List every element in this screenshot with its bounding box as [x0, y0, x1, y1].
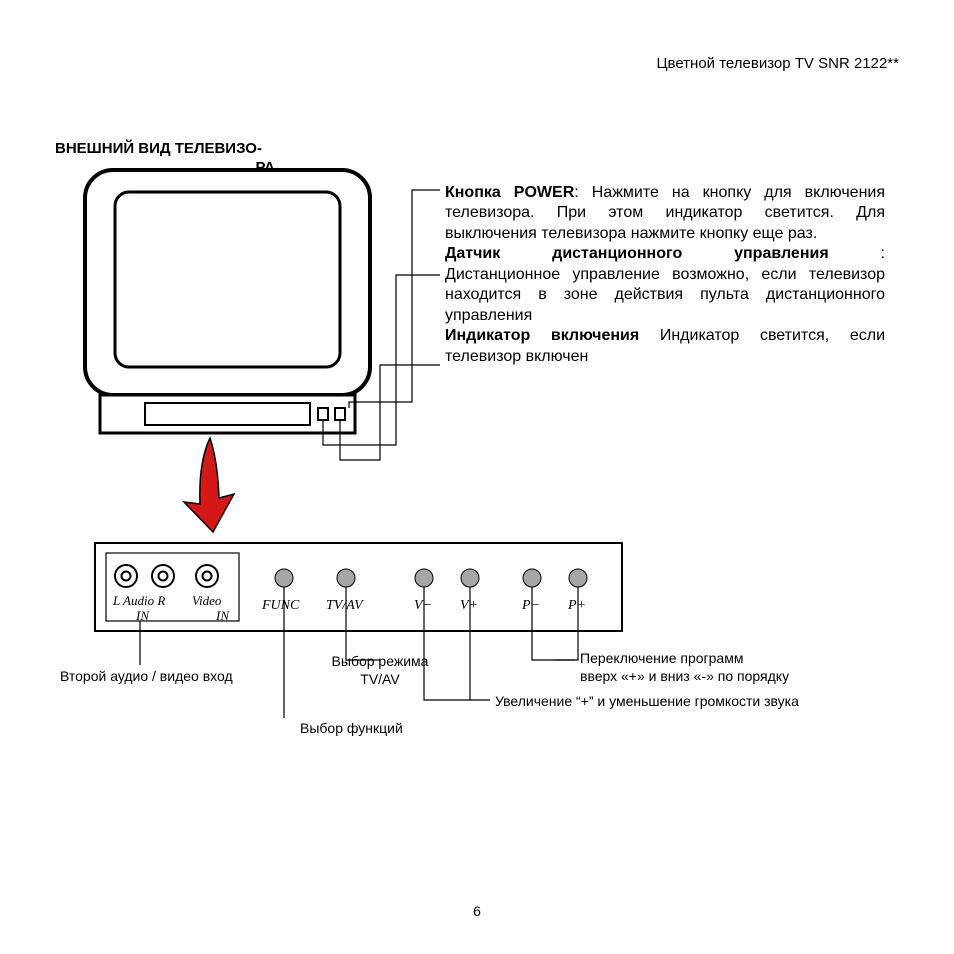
btn-pminus	[523, 569, 541, 587]
btn-func	[275, 569, 293, 587]
callout-program: Переключение программ вверх «+» и вниз «…	[580, 650, 890, 685]
panel-box	[95, 543, 622, 631]
label-audio-lr: L Audio R	[113, 593, 165, 609]
btn-vminus	[415, 569, 433, 587]
label-vminus: V−	[414, 598, 432, 614]
btn-pplus	[569, 569, 587, 587]
callout-tvav: Выбор режима TV/AV	[310, 653, 450, 688]
callout-av-in: Второй аудио / видео вход	[60, 668, 233, 686]
callout-tvav-l2: TV/AV	[360, 671, 399, 687]
label-video: Video	[192, 593, 221, 609]
callout-program-l2: вверх «+» и вниз «-» по порядку	[580, 668, 789, 684]
btn-vplus	[461, 569, 479, 587]
btn-tvav	[337, 569, 355, 587]
callout-func: Выбор функций	[300, 720, 420, 738]
tv-screen	[115, 192, 340, 367]
jack-video	[196, 565, 218, 587]
callout-tvav-l1: Выбор режима	[332, 653, 429, 669]
label-pminus: P−	[522, 598, 540, 614]
label-pplus: P+	[568, 598, 586, 614]
leader-power	[349, 190, 440, 408]
down-arrow-icon	[184, 438, 234, 532]
diagram-svg	[0, 0, 954, 954]
page-number: 6	[0, 903, 954, 919]
label-in-1: IN	[136, 608, 149, 624]
jack-audio-r	[152, 565, 174, 587]
label-vplus: V+	[460, 598, 478, 614]
jack-audio-l	[115, 565, 137, 587]
label-func: FUNC	[262, 598, 299, 614]
tv-body	[85, 170, 370, 395]
callout-volume: Увеличение “+” и уменьшение громкости зв…	[495, 693, 890, 711]
label-tvav: TV/AV	[326, 598, 363, 614]
label-in-2: IN	[216, 608, 229, 624]
tv-base-outer	[100, 395, 355, 433]
callout-program-l1: Переключение программ	[580, 650, 743, 666]
